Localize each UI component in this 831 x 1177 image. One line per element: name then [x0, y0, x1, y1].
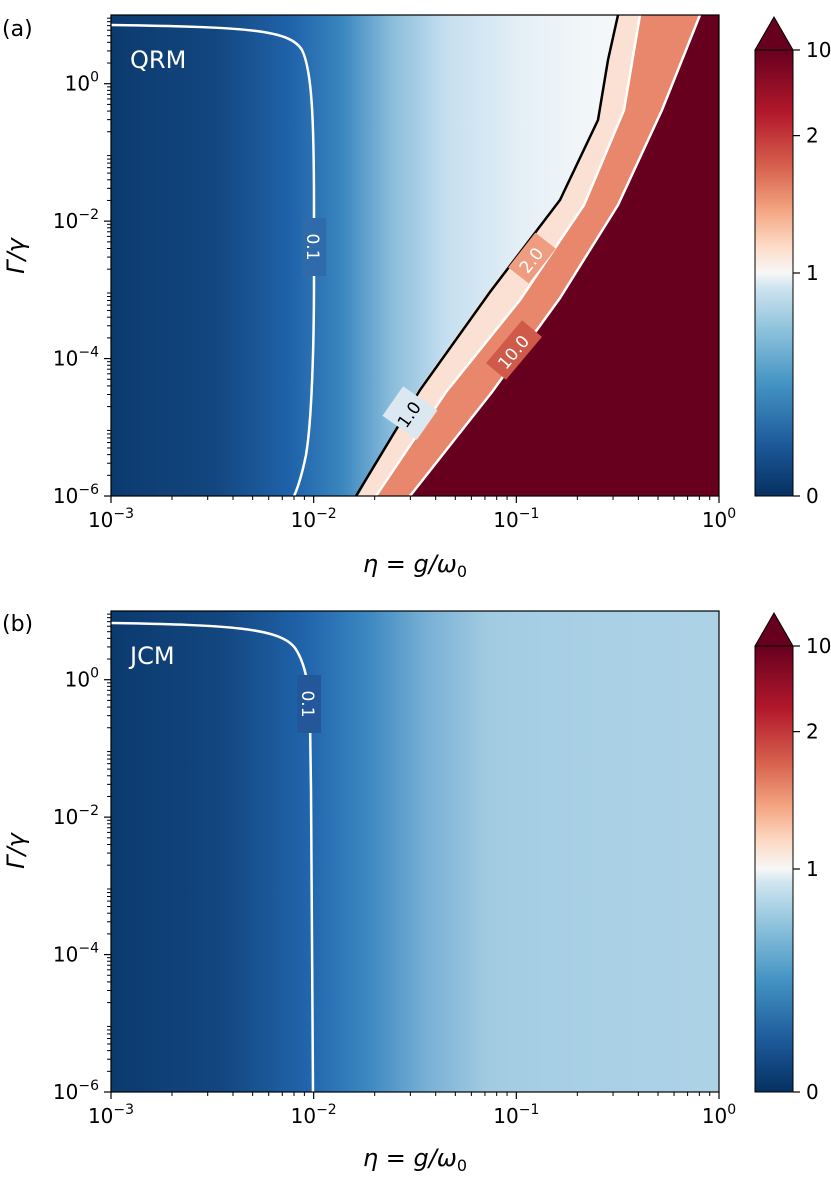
- colorbar-tick-label: 0: [806, 1080, 819, 1104]
- colorbar-tick-label: 10: [806, 634, 831, 658]
- x-axis-label-b: η = g/ω0: [363, 1144, 467, 1175]
- heatmap-a-region-above-10: [410, 15, 719, 496]
- plot-frame-a: [110, 14, 720, 497]
- axis-ticks-a: 10−3 10−2 10−1 100 10−6 10−4 10−2 100: [53, 17, 736, 532]
- colorbar-tick-label: 1: [806, 857, 819, 881]
- colorbar-b: 0 1 2 10: [754, 611, 831, 1104]
- heatmap-b-background: [111, 611, 719, 1092]
- axis-ticks-b: 10−3 10−2 10−1 100 10−6 10−4 10−2 100: [53, 613, 736, 1128]
- x-tick-label: 10−1: [493, 506, 539, 532]
- x-axis-label-a: η = g/ω0: [363, 550, 467, 581]
- contour-label-a-0.1: 0.1: [302, 233, 322, 260]
- contour-labels-b: 0.1: [297, 675, 321, 733]
- panel-label-b: (b): [2, 612, 33, 637]
- y-tick-label: 10−6: [53, 482, 99, 508]
- model-label-b: JCM: [128, 642, 175, 670]
- y-tick-label: 10−2: [53, 803, 99, 829]
- colorbar-b-extend-arrow: [754, 611, 794, 647]
- heatmap-a-band-2-10: [376, 15, 700, 496]
- y-tick-label: 100: [65, 70, 99, 96]
- y-tick-label: 10−4: [53, 345, 99, 371]
- model-label-a: QRM: [130, 46, 186, 74]
- contour-label-b-0.1: 0.1: [297, 690, 317, 717]
- panel-a: 0.1 1.0 2.0 10.0 10−3 10−2 10−1 10010−610−4…: [2, 14, 831, 581]
- plot-frame-b: [110, 610, 720, 1093]
- colorbar-tick-label: 0: [806, 484, 819, 508]
- y-tick-label: 100: [65, 666, 99, 692]
- y-tick-label: 10−4: [53, 941, 99, 967]
- x-tick-label: 10−2: [291, 1102, 337, 1128]
- colorbar-tick-label: 2: [806, 720, 819, 744]
- contour-a-1.0: [354, 15, 620, 496]
- colorbar-tick-label: 10: [806, 38, 831, 62]
- x-tick-label: 10−3: [88, 506, 134, 532]
- x-tick-label: 10−2: [291, 506, 337, 532]
- y-tick-label: 10−2: [53, 207, 99, 233]
- colorbar-tick-label: 1: [806, 261, 819, 285]
- heatmap-a-band-1-2: [358, 15, 640, 496]
- panel-label-a: (a): [2, 17, 33, 42]
- contour-a-10.0: [409, 15, 702, 496]
- x-tick-label: 10−1: [493, 1102, 539, 1128]
- y-tick-label: 10−6: [53, 1078, 99, 1104]
- y-axis-label-a: Γ/γ: [2, 236, 30, 273]
- colorbar-a-extend-arrow: [754, 15, 794, 51]
- colorbar-tick-label: 2: [806, 124, 819, 148]
- x-tick-label: 100: [702, 1102, 736, 1128]
- y-axis-label-b: Γ/γ: [2, 831, 30, 868]
- x-tick-label: 100: [702, 506, 736, 532]
- x-tick-label: 10−3: [88, 1102, 134, 1128]
- contour-a-0.1: [111, 23, 316, 496]
- colorbar-a: 0 1 2 10: [754, 15, 831, 508]
